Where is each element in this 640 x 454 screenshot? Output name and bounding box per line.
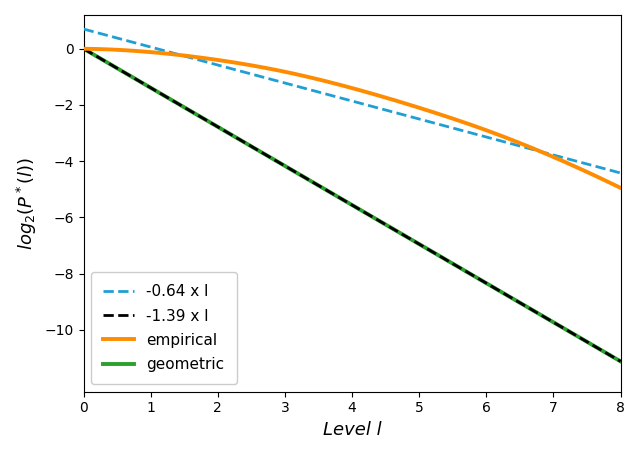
Line: empirical: empirical — [84, 49, 621, 188]
-1.39 x l — [371, 215, 378, 221]
empirical — [335, 82, 342, 87]
Line: -0.64 x l: -0.64 x l — [84, 29, 621, 173]
geometric — [520, 302, 527, 308]
Legend: -0.64 x l, -1.39 x l, empirical, geometric: -0.64 x l, -1.39 x l, empirical, geometr… — [92, 272, 237, 384]
geometric — [371, 215, 378, 221]
geometric — [335, 194, 342, 200]
-0.64 x l — [371, 104, 378, 110]
geometric — [399, 232, 407, 237]
-1.39 x l — [617, 359, 625, 364]
Line: -1.39 x l: -1.39 x l — [84, 49, 621, 361]
Y-axis label: $log_2(P^*(l))$: $log_2(P^*(l))$ — [15, 157, 39, 250]
-1.39 x l — [604, 351, 611, 356]
empirical — [617, 185, 625, 191]
-1.39 x l — [338, 197, 346, 202]
geometric — [338, 197, 346, 202]
-0.64 x l — [520, 144, 527, 150]
-0.64 x l — [80, 26, 88, 32]
Line: geometric: geometric — [84, 49, 621, 361]
empirical — [520, 142, 527, 147]
geometric — [617, 359, 625, 364]
empirical — [604, 179, 611, 184]
empirical — [80, 46, 88, 51]
-1.39 x l — [520, 302, 527, 308]
-0.64 x l — [335, 95, 342, 100]
geometric — [80, 46, 88, 51]
-0.64 x l — [338, 95, 346, 101]
-1.39 x l — [80, 46, 88, 51]
empirical — [371, 92, 378, 97]
X-axis label: Level l: Level l — [323, 421, 381, 439]
geometric — [604, 351, 611, 356]
empirical — [399, 100, 407, 106]
-1.39 x l — [399, 232, 407, 237]
empirical — [338, 83, 346, 88]
-0.64 x l — [399, 112, 407, 118]
-0.64 x l — [604, 167, 611, 172]
-0.64 x l — [617, 170, 625, 176]
-1.39 x l — [335, 194, 342, 200]
